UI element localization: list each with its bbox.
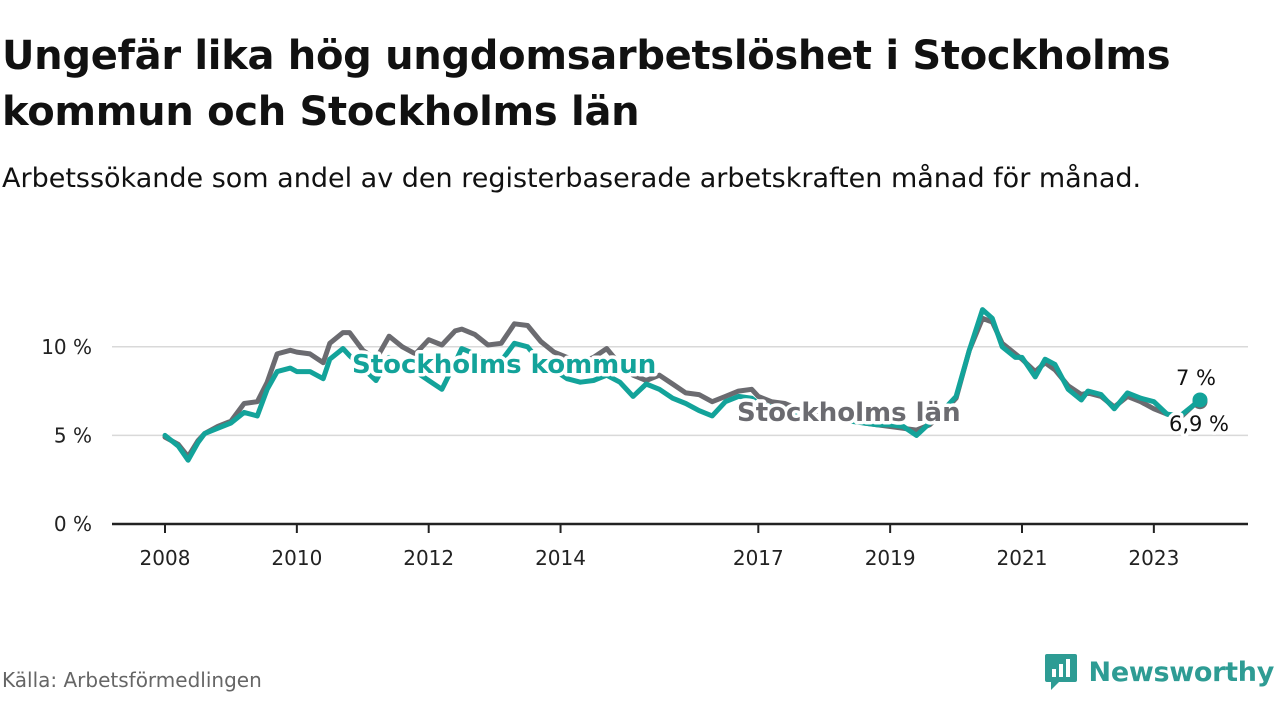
x-tick-label: 2010 bbox=[271, 546, 322, 570]
y-axis-ticks: 0 % 5 % 10 % bbox=[41, 335, 92, 536]
y-tick-label: 10 % bbox=[41, 335, 92, 359]
x-tick-label: 2008 bbox=[140, 546, 191, 570]
newsworthy-logo-icon bbox=[1044, 654, 1077, 690]
series-label-kommun: Stockholms kommun bbox=[352, 350, 656, 380]
x-tick-label: 2023 bbox=[1128, 546, 1179, 570]
source-note: Källa: Arbetsförmedlingen bbox=[2, 668, 262, 692]
series-lines bbox=[162, 307, 1208, 463]
brand-logo: Newsworthy bbox=[1043, 652, 1274, 692]
chart-subtitle: Arbetssökande som andel av den registerb… bbox=[2, 163, 1142, 194]
chart-title: Ungefär lika hög ungdomsarbetslöshet i S… bbox=[2, 33, 1171, 135]
brand-name: Newsworthy bbox=[1088, 656, 1275, 688]
y-tick-label: 0 % bbox=[54, 512, 92, 536]
gridlines bbox=[112, 346, 1248, 526]
end-label-kommun: 7 % bbox=[1176, 366, 1216, 390]
end-label-lan: 6,9 % bbox=[1169, 412, 1229, 436]
x-tick-label: 2012 bbox=[403, 546, 454, 570]
x-tick-label: 2014 bbox=[535, 546, 586, 570]
end-point-kommun bbox=[1192, 392, 1208, 408]
series-line-kommun bbox=[162, 307, 1203, 463]
line-chart: 0 %5 %10 % 2008 2010 2012 2014 2017 2019 2021 2… bbox=[41, 307, 1248, 570]
y-tick-label: 5 % bbox=[54, 423, 92, 447]
x-axis-ticks: 2008 2010 2012 2014 2017 2019 2021 2023 bbox=[140, 524, 1179, 570]
x-tick-label: 2021 bbox=[997, 546, 1048, 570]
x-tick-label: 2017 bbox=[733, 546, 784, 570]
x-tick-label: 2019 bbox=[865, 546, 916, 570]
series-labels: Stockholms kommun Stockholms län 7 % 6,9 % bbox=[349, 347, 1233, 440]
series-label-lan: Stockholms län bbox=[737, 398, 961, 428]
